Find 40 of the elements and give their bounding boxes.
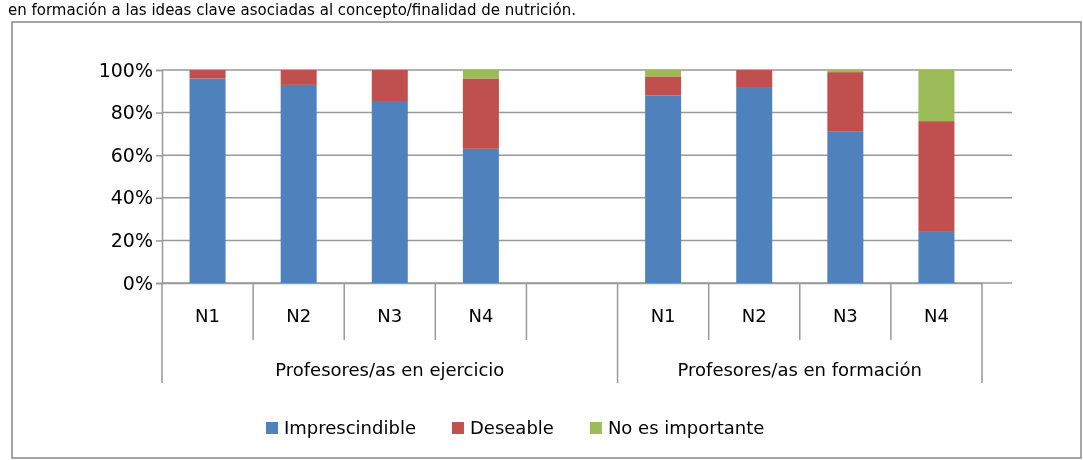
bar	[189, 78, 226, 283]
x-tick-label: N4	[923, 304, 949, 326]
chart-title: en formación a las ideas clave asociadas al concepto/finalidad de nutrición.	[8, 1, 576, 19]
x-tick-label: N3	[832, 304, 858, 326]
x-tick-label: N2	[286, 304, 312, 326]
x-tick-label: N1	[195, 304, 221, 326]
x-tick-label: N1	[650, 304, 676, 326]
bar	[645, 76, 682, 96]
text: Profesores/as en ejercicio	[275, 359, 505, 380]
legend-label: Deseable	[469, 417, 554, 438]
bar	[280, 84, 317, 283]
bar	[827, 131, 864, 283]
bar	[645, 95, 682, 283]
bar	[827, 70, 864, 73]
y-tick-label: 100%	[98, 58, 153, 81]
bar	[645, 70, 682, 77]
y-tick-label: 0%	[122, 271, 153, 294]
y-tick-label: 20%	[110, 228, 153, 251]
y-tick-label: 80%	[110, 101, 153, 124]
bar	[918, 121, 955, 232]
bar	[462, 70, 499, 79]
legend-label: No es importante	[607, 417, 765, 438]
bar	[280, 70, 317, 85]
text: Profesores/as en formación	[677, 359, 923, 380]
bar	[918, 231, 955, 283]
bar	[736, 70, 773, 88]
bar	[736, 87, 773, 283]
bar	[918, 70, 955, 122]
y-tick-label: 60%	[110, 143, 153, 166]
bar	[371, 101, 408, 283]
y-tick-label: 40%	[110, 186, 153, 209]
x-tick-label: N4	[468, 304, 494, 326]
x-tick-label: N2	[741, 304, 767, 326]
bar	[827, 72, 864, 132]
legend-label: Imprescindible	[284, 417, 416, 438]
x-tick-label: N3	[377, 304, 403, 326]
bar	[462, 78, 499, 149]
bar	[189, 70, 226, 79]
bar	[371, 70, 408, 102]
bar	[462, 148, 499, 283]
